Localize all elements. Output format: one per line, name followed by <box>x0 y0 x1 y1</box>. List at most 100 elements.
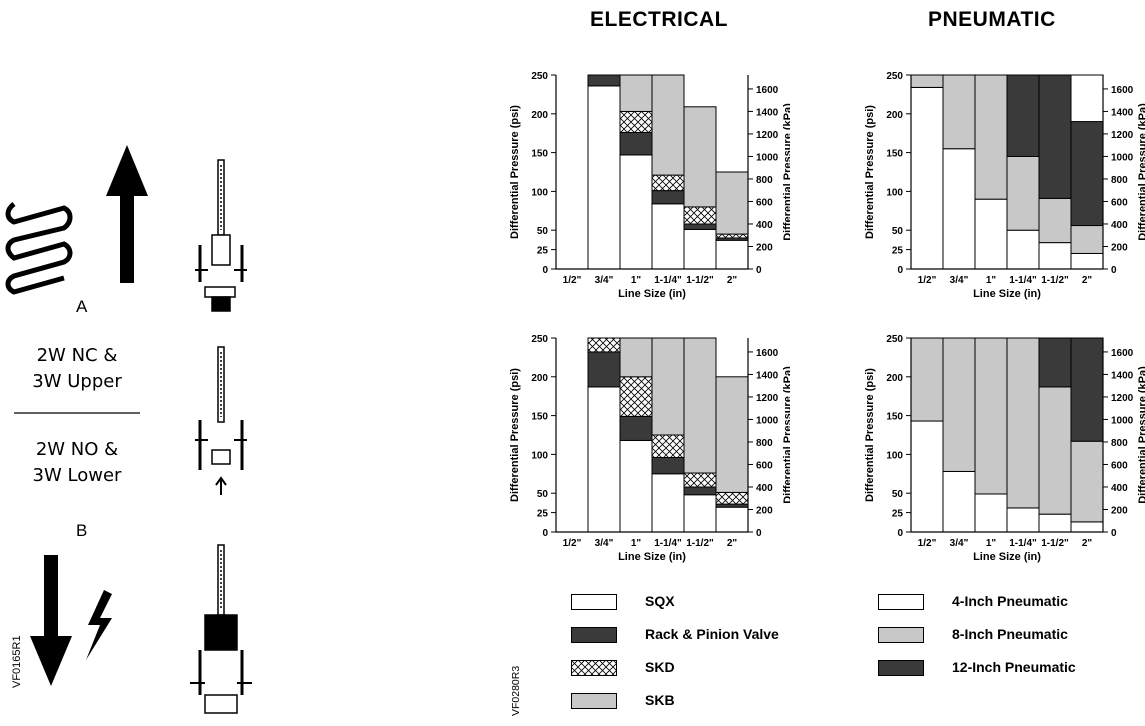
lower-config-line-1: 2W NO & <box>35 439 119 460</box>
y2-tick-label: 0 <box>756 528 762 539</box>
x-tick-label: 3/4" <box>595 275 614 286</box>
y-tick-label: 25 <box>537 246 549 257</box>
valve-illustration: A B VF0165R1 <box>5 145 252 714</box>
bar-segment-sqx-2 <box>715 506 749 533</box>
y-tick-label: 200 <box>531 373 548 384</box>
y2-tick-label: 800 <box>1111 438 1128 449</box>
bar-segment-4-inch-pneumatic-1 <box>974 493 1008 533</box>
x-tick-label: 1/2" <box>563 538 582 549</box>
bar-segment-skb-1-1-4 <box>651 337 685 436</box>
label-b: B <box>76 521 87 540</box>
y2-tick-label: 400 <box>756 483 773 494</box>
bar-segment-rack-pinion-valve-1-1-4 <box>651 457 685 475</box>
legend-pneumatic: 4-Inch Pneumatic 8-Inch Pneumatic 12-Inc… <box>878 593 1138 694</box>
bar-segment-skb-2 <box>715 171 749 235</box>
bar-segment-4-inch-pneumatic-1-2 <box>910 420 944 533</box>
x-tick-label: 2" <box>1082 538 1093 549</box>
x-tick-label: 1/2" <box>918 275 937 286</box>
bar-segment-8-inch-pneumatic-1 <box>974 337 1008 495</box>
bar-segment-8-inch-pneumatic-2 <box>1070 225 1104 254</box>
bar-segment-skd-2 <box>715 233 749 239</box>
bar-segment-skd-2 <box>715 491 749 505</box>
bar-segment-rack-pinion-valve-1 <box>619 415 653 441</box>
y2-tick-label: 1400 <box>1111 370 1134 381</box>
bar-segment-skb-1 <box>619 74 653 112</box>
x-tick-label: 2" <box>1082 275 1093 286</box>
y2-tick-label: 400 <box>1111 483 1128 494</box>
legend-swatch-skb <box>571 693 617 709</box>
bar-segment-sqx-1 <box>619 439 653 533</box>
bar-segment-sqx-1-1-4 <box>651 203 685 270</box>
y2-tick-label: 1200 <box>756 393 779 404</box>
legend-label-4in: 4-Inch Pneumatic <box>952 593 1068 609</box>
bar-segment-4-inch-pneumatic-2 <box>1070 252 1104 270</box>
y2-tick-label: 1600 <box>756 85 779 96</box>
x-tick-label: 3/4" <box>595 538 614 549</box>
y-tick-label: 50 <box>892 226 904 237</box>
y-tick-label: 150 <box>886 412 903 423</box>
lower-config-line-2: 3W Lower <box>32 465 122 486</box>
upper-config-line-1: 2W NC & <box>36 345 118 366</box>
y2-tick-label: 200 <box>756 505 773 516</box>
valve-mid-drawing <box>195 346 247 495</box>
y-axis-label: Differential Pressure (psi) <box>509 105 521 239</box>
bar-segment-skb-2 <box>715 376 749 493</box>
y-tick-label: 0 <box>897 528 903 539</box>
bar-segment-8-inch-pneumatic-1-1-4 <box>1006 337 1040 509</box>
y2-axis-label: Differential Pressure (kPa) <box>1137 103 1145 241</box>
y-tick-label: 250 <box>531 334 548 345</box>
bar-segment-skd-1-1-4 <box>651 434 685 459</box>
bar-segment-skd-3-4 <box>587 337 621 353</box>
y2-tick-label: 600 <box>1111 197 1128 208</box>
y-tick-label: 100 <box>531 187 548 198</box>
x-tick-label: 1" <box>631 538 642 549</box>
y2-tick-label: 1400 <box>756 107 779 118</box>
y2-tick-label: 800 <box>756 438 773 449</box>
y2-tick-label: 1200 <box>1111 130 1134 141</box>
x-axis-label: Line Size (in) <box>618 551 686 563</box>
bar-segment-4-inch-pneumatic-1-1-2 <box>1038 242 1072 270</box>
bar-segment-4-inch-pneumatic-3-4 <box>942 470 976 533</box>
bar-segment-rack-pinion-valve-1 <box>619 131 653 156</box>
y-tick-label: 0 <box>542 265 548 276</box>
y-tick-label: 100 <box>886 187 903 198</box>
y2-tick-label: 1000 <box>756 415 779 426</box>
y2-tick-label: 0 <box>1111 265 1117 276</box>
y-tick-label: 0 <box>897 265 903 276</box>
bar-segment-sqx-1-1-4 <box>651 473 685 533</box>
legend-swatch-8in <box>878 627 924 643</box>
bar-segment-rack-pinion-valve-3-4 <box>587 351 621 388</box>
legend-label-rack-pinion: Rack & Pinion Valve <box>645 626 779 642</box>
lower-config-text: 2W NO & 3W Lower <box>14 437 140 489</box>
bar-segment-rack-pinion-valve-1-1-2 <box>683 223 717 230</box>
y2-axis-label: Differential Pressure (kPa) <box>782 366 790 504</box>
y2-axis-label: Differential Pressure (kPa) <box>1137 366 1145 504</box>
chart-pneumatic-top: 0 25 50 100 150 200 250 0 200 400 600 800 1000 1200 14… <box>864 71 1145 300</box>
x-axis-label: Line Size (in) <box>973 551 1041 563</box>
bar-segment-sqx-1-1-2 <box>683 228 717 270</box>
bar-segment-skb-1-1-2 <box>683 106 717 208</box>
code-vf0280: VF0280R3 <box>510 666 522 716</box>
legend-swatch-rack-pinion <box>571 627 617 643</box>
x-tick-label: 1/2" <box>918 538 937 549</box>
chart-pneumatic-bottom: 0 25 50 100 150 200 250 0 200 400 600 800 1000 1200 14… <box>864 334 1145 563</box>
bar-segment-8-inch-pneumatic-2 <box>1070 440 1104 523</box>
bar-segment-12-inch-pneumatic-2 <box>1070 121 1104 227</box>
bar-segment-rack-pinion-valve-1-1-2 <box>683 486 717 496</box>
code-vf0280-text: VF0280R3 <box>510 666 522 716</box>
y-tick-label: 150 <box>886 149 903 160</box>
y2-tick-label: 1200 <box>756 130 779 141</box>
bar-segment-12-inch-pneumatic-2 <box>1070 337 1104 442</box>
y2-tick-label: 800 <box>756 175 773 186</box>
label-a: A <box>76 297 88 316</box>
y-tick-label: 200 <box>886 110 903 121</box>
y-tick-label: 150 <box>531 149 548 160</box>
y2-tick-label: 0 <box>1111 528 1117 539</box>
x-tick-label: 1-1/4" <box>654 538 682 549</box>
legend-label-8in: 8-Inch Pneumatic <box>952 626 1068 642</box>
chart-electrical-top: 0 25 50 100 150 200 250 0 200 400 600 800 1000 1200 14… <box>509 71 790 300</box>
y-tick-label: 100 <box>886 450 903 461</box>
y-tick-label: 25 <box>892 509 904 520</box>
bar-segment-4-inch-pneumatic-2 <box>1070 521 1104 533</box>
x-tick-label: 1/2" <box>563 275 582 286</box>
